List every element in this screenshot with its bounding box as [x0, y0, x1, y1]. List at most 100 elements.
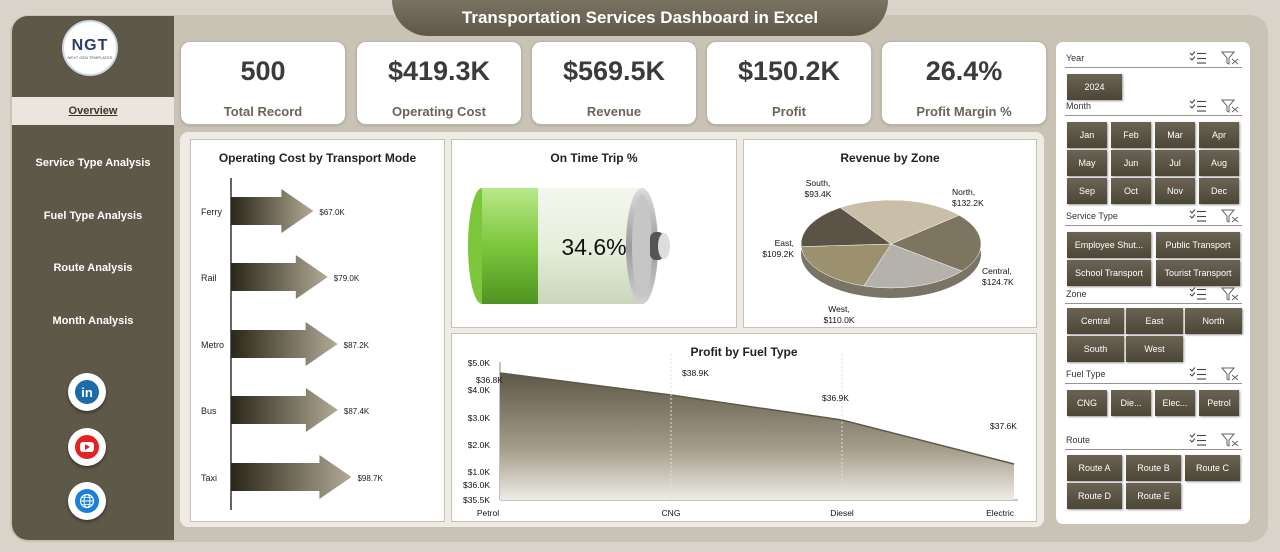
pie-slice [800, 207, 892, 247]
slicer-item-zone[interactable]: East [1126, 308, 1183, 334]
slicer-item-zone[interactable]: Central [1067, 308, 1124, 334]
globe-icon [75, 489, 99, 513]
slicer-item-month[interactable]: Sep [1067, 178, 1107, 204]
slicer-item-month[interactable]: Feb [1111, 122, 1151, 148]
youtube-button[interactable] [68, 428, 106, 466]
clear-filter-icon[interactable] [1221, 287, 1239, 301]
slicer-item-month[interactable]: Jul [1155, 150, 1195, 176]
pie-label: West, $110.0K [823, 304, 854, 325]
kpi-label: Operating Cost [392, 104, 486, 119]
slicer-item-route[interactable]: Route C [1185, 455, 1240, 481]
pie-slice [863, 243, 963, 289]
slicer-header-icons [1189, 99, 1239, 113]
slicer-header-icons [1189, 51, 1239, 65]
battery-fill [482, 188, 538, 304]
profit-line [499, 372, 1015, 465]
clear-filter-icon[interactable] [1221, 51, 1239, 65]
slicer-divider [1065, 449, 1242, 450]
linkedin-button[interactable]: in [68, 373, 106, 411]
y-tick-label: $4.0K [468, 385, 491, 395]
slicer-item-month[interactable]: Aug [1199, 150, 1239, 176]
slicer-item-month[interactable]: Dec [1199, 178, 1239, 204]
slicer-header-icons [1189, 433, 1239, 447]
kpi-profit-margin: 26.4% Profit Margin % [881, 41, 1047, 125]
opcost-bar [231, 388, 338, 432]
profit-data-label: $36.8K [476, 375, 503, 385]
slicer-item-fuel-type[interactable]: Elec... [1155, 390, 1195, 416]
slicer-item-fuel-type[interactable]: Die... [1111, 390, 1151, 416]
opcost-category-label: Ferry [201, 207, 222, 217]
multi-select-icon[interactable] [1189, 287, 1207, 301]
slicer-title: Route [1066, 435, 1091, 445]
slicer-item-service-type[interactable]: Public Transport [1156, 232, 1240, 258]
nav-service-type-analysis[interactable]: Service Type Analysis [35, 157, 151, 169]
slicer-item-month[interactable]: Jun [1111, 150, 1151, 176]
slicer-item-zone[interactable]: West [1126, 336, 1183, 362]
slicer-item-service-type[interactable]: Employee Shut... [1067, 232, 1151, 258]
multi-select-icon[interactable] [1189, 367, 1207, 381]
pie-label: Central, $124.7K [982, 266, 1014, 287]
slicer-item-month[interactable]: May [1067, 150, 1107, 176]
clear-filter-icon[interactable] [1221, 433, 1239, 447]
opcost-bar [231, 189, 314, 233]
slicer-item-zone[interactable]: North [1185, 308, 1242, 334]
kpi-value: 500 [240, 56, 286, 86]
slicer-divider [1065, 115, 1242, 116]
slicer-item-route[interactable]: Route E [1126, 483, 1181, 509]
profit-area [500, 373, 1014, 500]
slicer-item-month[interactable]: Jan [1067, 122, 1107, 148]
nav-fuel-type-analysis[interactable]: Fuel Type Analysis [43, 210, 143, 222]
linkedin-icon: in [75, 380, 99, 404]
page-title: Transportation Services Dashboard in Exc… [461, 8, 819, 27]
kpi-value: $569.5K [562, 56, 666, 86]
pie-slice [890, 214, 982, 272]
pie-label: North, $132.2K [952, 187, 984, 208]
slicer-title: Year [1066, 53, 1085, 63]
multi-select-icon[interactable] [1189, 51, 1207, 65]
slicer-header-icons [1189, 287, 1239, 301]
multi-select-icon[interactable] [1189, 433, 1207, 447]
slicer-item-year[interactable]: 2024 [1067, 74, 1122, 100]
nav-month-analysis[interactable]: Month Analysis [52, 315, 134, 327]
slicer-item-route[interactable]: Route A [1067, 455, 1122, 481]
opcost-category-label: Taxi [201, 473, 217, 483]
kpi-label: Profit Margin % [916, 104, 1012, 119]
multi-select-icon[interactable] [1189, 209, 1207, 223]
slicer-item-month[interactable]: Mar [1155, 122, 1195, 148]
slicer-item-month[interactable]: Oct [1111, 178, 1151, 204]
kpi-total-record: 500 Total Record [180, 41, 346, 125]
opcost-category-label: Rail [201, 273, 217, 283]
logo-text: NGT [71, 36, 109, 54]
profit-data-label: $37.6K [990, 421, 1017, 431]
slicer-item-service-type[interactable]: Tourist Transport [1156, 260, 1240, 286]
kpi-value: 26.4% [925, 56, 1003, 86]
slicer-divider [1065, 225, 1242, 226]
multi-select-icon[interactable] [1189, 99, 1207, 113]
nav-overview[interactable]: Overview [12, 97, 174, 125]
opcost-value-label: $98.7K [357, 474, 383, 483]
nav-route-analysis[interactable]: Route Analysis [53, 262, 133, 274]
clear-filter-icon[interactable] [1221, 367, 1239, 381]
slicer-item-service-type[interactable]: School Transport [1067, 260, 1151, 286]
opcost-chart: Ferry $67.0K Rail $79.0K Metro $87.2K Bus $87.4… [201, 178, 383, 510]
slicer-item-route[interactable]: Route D [1067, 483, 1122, 509]
opcost-chart-title: Operating Cost by Transport Mode [218, 151, 417, 165]
clear-filter-icon[interactable] [1221, 209, 1239, 223]
y-tick-label: $3.0K [468, 413, 491, 423]
x-tick-label: Diesel [830, 508, 854, 518]
slicer-item-zone[interactable]: South [1067, 336, 1124, 362]
slicer-item-month[interactable]: Apr [1199, 122, 1239, 148]
kpi-label: Revenue [586, 104, 642, 119]
x-tick-label: Petrol [477, 508, 499, 518]
profit-data-label: $36.9K [822, 393, 849, 403]
opcost-value-label: $67.0K [319, 208, 345, 217]
slicer-divider [1065, 303, 1242, 304]
website-button[interactable] [68, 482, 106, 520]
clear-filter-icon[interactable] [1221, 99, 1239, 113]
slicer-item-fuel-type[interactable]: CNG [1067, 390, 1107, 416]
slicer-item-fuel-type[interactable]: Petrol [1199, 390, 1239, 416]
kpi-profit: $150.2K Profit [706, 41, 872, 125]
slicer-item-month[interactable]: Nov [1155, 178, 1195, 204]
slicer-item-route[interactable]: Route B [1126, 455, 1181, 481]
youtube-icon [75, 435, 99, 459]
